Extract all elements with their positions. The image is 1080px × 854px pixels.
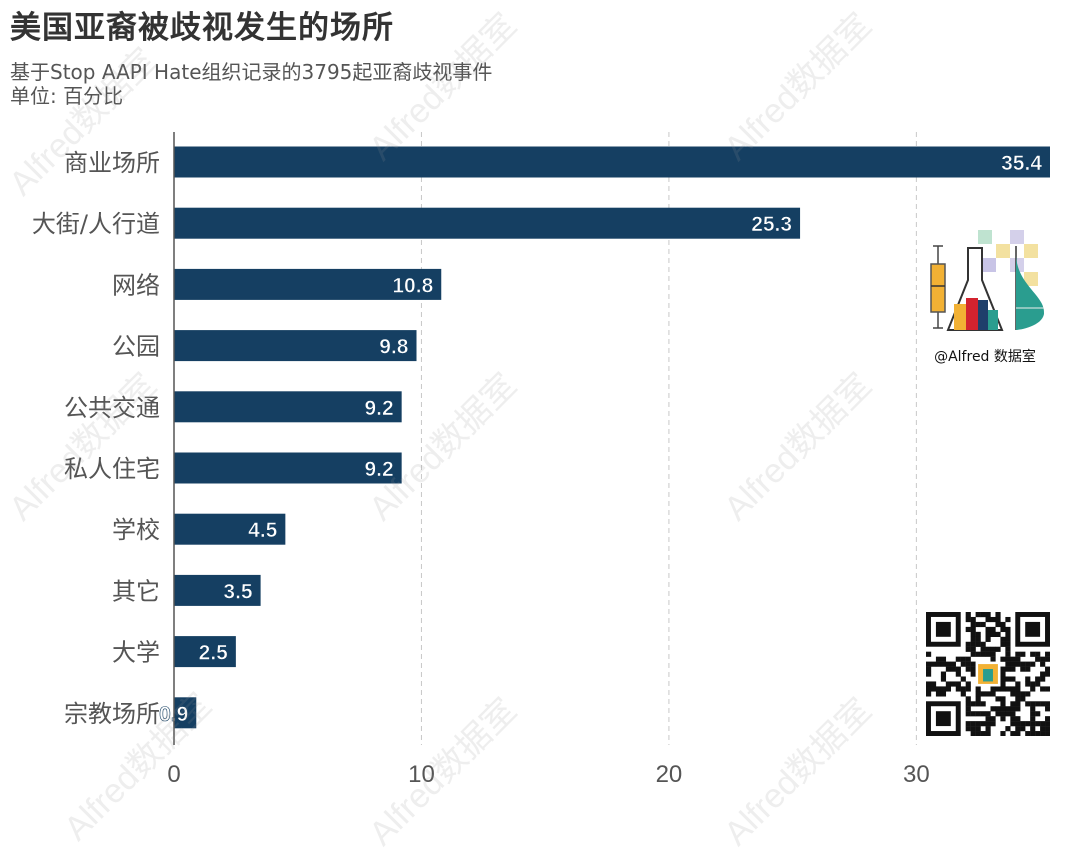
category-label: 商业场所 (64, 149, 160, 177)
bar (174, 207, 801, 239)
x-tick-label: 10 (408, 761, 435, 788)
category-label: 公园 (112, 333, 160, 361)
value-label: 9.2 (364, 397, 393, 420)
value-label: 4.5 (248, 519, 278, 542)
chart-title: 美国亚裔被歧视发生的场所 (10, 10, 394, 46)
value-label: 10.8 (392, 274, 433, 297)
bar (174, 636, 236, 668)
bar (174, 574, 261, 606)
category-label: 大街/人行道 (32, 210, 160, 238)
bar (174, 513, 286, 545)
bar (174, 452, 402, 484)
chart-subtitle: 基于Stop AAPI Hate组织记录的3795起亚裔歧视事件 (10, 60, 493, 84)
category-label: 宗教场所 (64, 700, 160, 728)
category-label: 网络 (112, 271, 160, 299)
value-label: 2.5 (199, 642, 229, 665)
bar (174, 391, 402, 423)
qr-code[interactable] (926, 612, 1051, 737)
x-tick-label: 30 (903, 761, 930, 788)
value-label: 3.5 (223, 580, 253, 603)
category-label: 公共交通 (64, 394, 160, 422)
category-label: 大学 (112, 639, 160, 667)
value-label: 9.2 (364, 458, 393, 481)
category-label: 学校 (112, 516, 160, 544)
logo-caption: @Alfred 数据室 (934, 349, 1036, 365)
bar (174, 268, 442, 300)
bar (174, 697, 197, 729)
flask-logo-icon (930, 230, 1045, 331)
category-label: 其它 (112, 577, 160, 605)
bar (174, 330, 417, 362)
value-label: 25.3 (751, 213, 792, 236)
logo: @Alfred 数据室 (920, 226, 1050, 368)
qr-code-icon (926, 612, 1051, 737)
x-tick-label: 20 (656, 761, 683, 788)
value-label: 9.8 (379, 336, 409, 359)
unit-label: 单位: 百分比 (10, 84, 124, 108)
chart-subtitle-block: 基于Stop AAPI Hate组织记录的3795起亚裔歧视事件 单位: 百分比 (10, 60, 492, 108)
bar (174, 146, 1050, 178)
category-label: 私人住宅 (64, 455, 160, 483)
x-tick-label: 0 (167, 761, 180, 788)
value-label: 35.4 (1001, 152, 1042, 175)
